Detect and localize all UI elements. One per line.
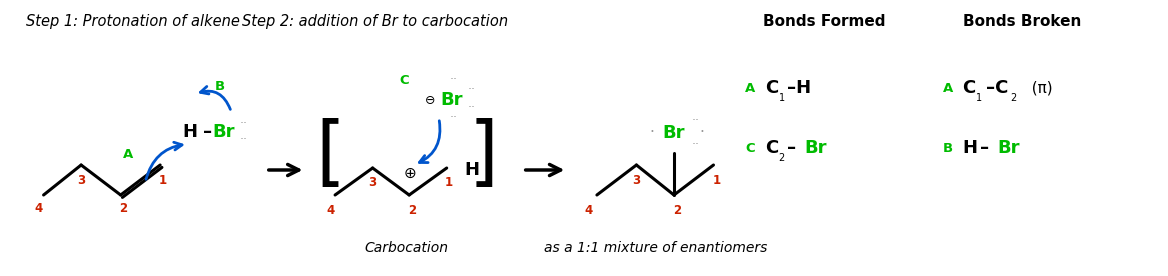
Text: H: H bbox=[182, 123, 197, 141]
Text: 1: 1 bbox=[159, 174, 167, 187]
Text: ··: ·· bbox=[467, 102, 475, 115]
Text: ··: ·· bbox=[239, 118, 248, 131]
Text: Br: Br bbox=[997, 139, 1020, 157]
Text: –: – bbox=[203, 123, 213, 141]
Text: ··: ·· bbox=[691, 139, 700, 152]
Text: C: C bbox=[399, 73, 409, 86]
Text: 2: 2 bbox=[119, 203, 127, 216]
Text: C: C bbox=[765, 139, 778, 157]
Text: Bonds Broken: Bonds Broken bbox=[962, 14, 1080, 29]
Text: 2: 2 bbox=[408, 203, 416, 216]
Text: A: A bbox=[123, 148, 133, 161]
Text: –C: –C bbox=[986, 79, 1009, 97]
Text: A: A bbox=[943, 81, 953, 94]
Text: Bonds Formed: Bonds Formed bbox=[763, 14, 885, 29]
Text: ·: · bbox=[700, 126, 704, 140]
Text: C: C bbox=[745, 142, 755, 155]
Text: [: [ bbox=[315, 118, 346, 192]
Text: 2: 2 bbox=[673, 203, 681, 216]
Text: Carbocation: Carbocation bbox=[364, 241, 449, 255]
Text: 1: 1 bbox=[712, 174, 721, 187]
Text: ]: ] bbox=[468, 118, 498, 192]
Text: Br: Br bbox=[213, 123, 235, 141]
Text: Step 1: Protonation of alkene: Step 1: Protonation of alkene bbox=[26, 14, 239, 29]
Text: ··: ·· bbox=[450, 112, 458, 124]
Text: ⊖: ⊖ bbox=[425, 94, 436, 107]
Text: 2: 2 bbox=[1010, 93, 1016, 103]
Text: Br: Br bbox=[440, 91, 463, 109]
Text: 4: 4 bbox=[35, 203, 43, 216]
Text: C: C bbox=[962, 79, 975, 97]
Text: 2: 2 bbox=[779, 153, 785, 163]
Text: as a 1:1 mixture of enantiomers: as a 1:1 mixture of enantiomers bbox=[544, 241, 767, 255]
Text: ··: ·· bbox=[239, 134, 248, 147]
Text: Br: Br bbox=[805, 139, 827, 157]
Text: ··: ·· bbox=[467, 84, 475, 97]
Text: 3: 3 bbox=[77, 174, 85, 187]
Text: 1: 1 bbox=[445, 176, 453, 190]
Text: 4: 4 bbox=[585, 203, 593, 216]
Text: H: H bbox=[464, 161, 479, 179]
Text: 1: 1 bbox=[779, 93, 785, 103]
Text: ⊕: ⊕ bbox=[404, 166, 417, 181]
Text: C: C bbox=[765, 79, 778, 97]
Text: –: – bbox=[786, 139, 795, 157]
Text: Step 2: addition of Br to carbocation: Step 2: addition of Br to carbocation bbox=[242, 14, 508, 29]
Text: Br: Br bbox=[662, 124, 686, 142]
Text: ·: · bbox=[649, 126, 655, 140]
Text: B: B bbox=[215, 79, 224, 92]
Text: 1: 1 bbox=[976, 93, 982, 103]
Text: 4: 4 bbox=[326, 203, 334, 216]
Text: A: A bbox=[745, 81, 756, 94]
Text: H: H bbox=[962, 139, 978, 157]
Text: 3: 3 bbox=[632, 174, 640, 187]
Text: B: B bbox=[943, 142, 953, 155]
Text: 3: 3 bbox=[369, 176, 376, 190]
Text: –H: –H bbox=[786, 79, 811, 97]
Text: –: – bbox=[980, 139, 989, 157]
Text: ··: ·· bbox=[691, 115, 700, 128]
Text: ··: ·· bbox=[450, 73, 458, 86]
Text: (π): (π) bbox=[1022, 81, 1052, 95]
